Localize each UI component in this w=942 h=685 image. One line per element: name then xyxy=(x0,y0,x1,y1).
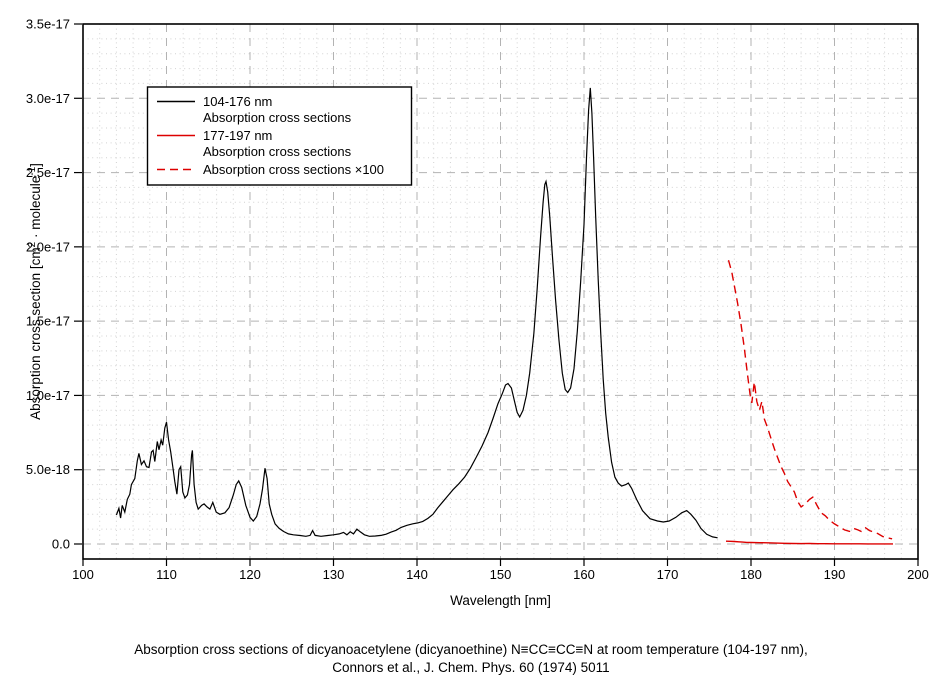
series-2 xyxy=(727,260,893,540)
x-tick-label: 200 xyxy=(907,567,929,582)
legend-label: Absorption cross sections xyxy=(203,144,352,159)
grid-minor xyxy=(83,24,918,559)
y-tick-label: 1.0e-17 xyxy=(26,388,70,403)
x-tick-label: 170 xyxy=(657,567,679,582)
tick-labels: 100 110 120 130 140 150 160 170 180 190 200 0.0 5.0e… xyxy=(26,17,929,583)
chart-svg: 100 110 120 130 140 150 160 170 180 190 200 0.0 5.0e… xyxy=(26,17,929,609)
legend-label: Absorption cross sections ×100 xyxy=(203,162,384,177)
y-tick-label: 2.0e-17 xyxy=(26,239,70,254)
y-axis-label: Absorption cross section [cm2 · molecule… xyxy=(27,163,43,420)
x-tick-label: 190 xyxy=(824,567,846,582)
series-0 xyxy=(115,87,718,539)
x-tick-label: 160 xyxy=(573,567,595,582)
x-tick-label: 130 xyxy=(323,567,345,582)
caption-line-1: Absorption cross sections of dicyanoacet… xyxy=(134,642,808,657)
axis-ticks xyxy=(74,23,919,566)
y-tick-label: 3.0e-17 xyxy=(26,91,70,106)
series-1 xyxy=(725,540,893,545)
x-tick-label: 110 xyxy=(156,567,177,582)
y-tick-label: 2.5e-17 xyxy=(26,165,70,180)
legend-label: 104-176 nm xyxy=(203,94,272,109)
y-tick-label: 3.5e-17 xyxy=(26,17,70,32)
legend-label: 177-197 nm xyxy=(203,128,272,143)
x-tick-label: 150 xyxy=(490,567,512,582)
legend-label: Absorption cross sections xyxy=(203,110,352,125)
y-tick-label: 1.5e-17 xyxy=(26,314,70,329)
x-tick-label: 180 xyxy=(740,567,762,582)
x-tick-label: 100 xyxy=(72,567,94,582)
figure-caption: Absorption cross sections of dicyanoacet… xyxy=(0,641,942,676)
y-tick-label: 5.0e-18 xyxy=(26,462,70,477)
x-tick-label: 120 xyxy=(239,567,261,582)
y-tick-label: 0.0 xyxy=(52,536,70,551)
x-axis-label: Wavelength [nm] xyxy=(450,593,551,608)
x-tick-label: 140 xyxy=(406,567,428,582)
caption-line-2: Connors et al., J. Chem. Phys. 60 (1974)… xyxy=(332,659,610,675)
